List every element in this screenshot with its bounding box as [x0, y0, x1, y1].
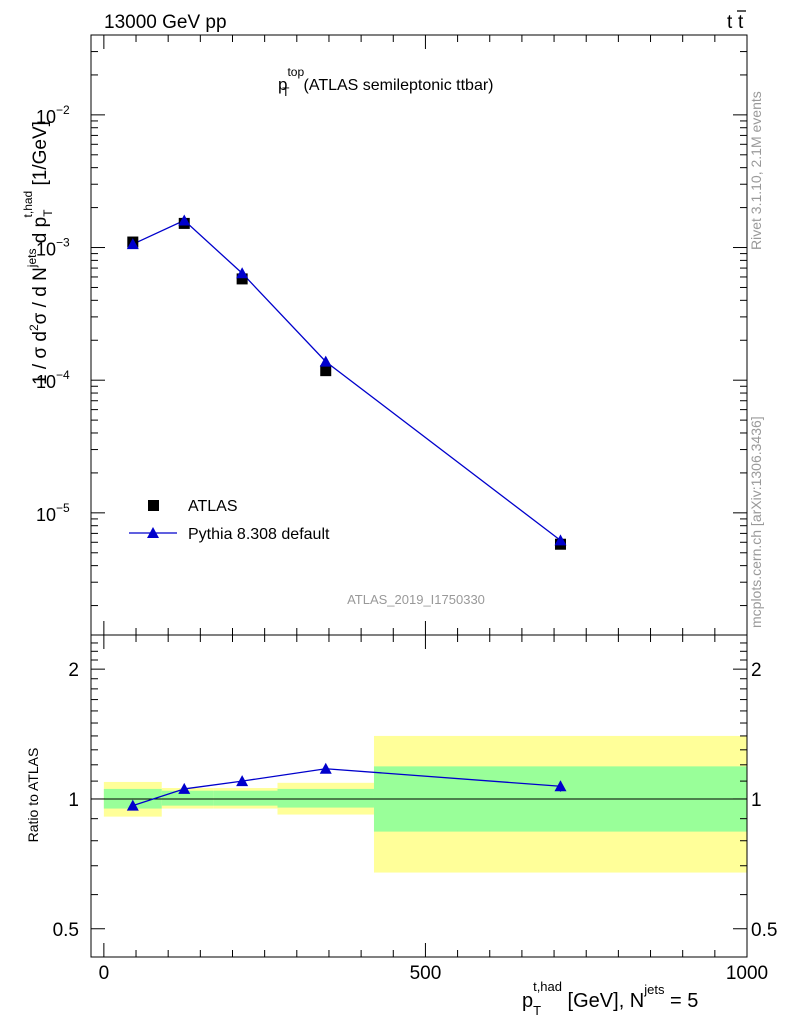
- pythia-data-point: [178, 214, 191, 226]
- pythia-data-point: [236, 267, 249, 279]
- ratio-x-ticks: [103, 635, 748, 957]
- ratio-y-tick-label: 2: [68, 660, 79, 681]
- ratio-tick-labels: 0.5 0.5 1 1 2 2 0 500 1000: [53, 660, 778, 984]
- main-y-tick-label: 10−5: [36, 501, 70, 525]
- main-y-tick-labels: 10−2 10−3 10−4 10−5: [36, 103, 70, 525]
- main-series: [126, 214, 567, 550]
- ratio-y-tick-label: 0.5: [53, 920, 79, 941]
- ratio-y-tick-label-right: 1: [751, 790, 762, 811]
- chart-title: ptop T (ATLAS semileptonic ttbar): [278, 65, 494, 99]
- ratio-series: [126, 762, 567, 811]
- process-label: t t: [727, 10, 746, 33]
- legend: ATLAS Pythia 8.308 default: [129, 498, 330, 543]
- ratio-green-band: [213, 790, 278, 806]
- x-tick-label: 0: [99, 963, 110, 984]
- atlas-data-point: [320, 365, 332, 377]
- ratio-data-point: [319, 762, 332, 774]
- ratio-y-tick-label-right: 2: [751, 660, 762, 681]
- ratio-y-tick-label-right: 0.5: [751, 920, 777, 941]
- ratio-data-point: [126, 799, 139, 811]
- ratio-y-axis-label: Ratio to ATLAS: [25, 748, 41, 843]
- ratio-bands-group: [103, 735, 747, 873]
- ratio-data-point: [178, 782, 191, 794]
- pythia-data-point: [554, 534, 567, 546]
- main-x-ticks: [103, 35, 748, 635]
- ratio-panel: 0.5 0.5 1 1 2 2 0 500 1000 Ratio to ATLAS: [25, 634, 778, 984]
- main-y-tick-label: 10−3: [36, 236, 70, 260]
- main-y-axis-label: 1 / σ d2σ / d Njets d pTt,had [1/GeV]: [21, 121, 55, 385]
- x-tick-label: 1000: [726, 963, 768, 984]
- ratio-y-ticks: [91, 642, 747, 930]
- atlas-data-point: [236, 273, 248, 285]
- pythia-data-point: [126, 238, 139, 250]
- watermark: ATLAS_2019_I1750330: [347, 592, 485, 607]
- mcplots-label: mcplots.cern.ch [arXiv:1306.3436]: [748, 416, 764, 628]
- main-y-ticks: [91, 34, 747, 607]
- legend-label-atlas: ATLAS: [188, 498, 238, 515]
- energy-label: 13000 GeV pp: [104, 12, 227, 33]
- ratio-plot-frame: [90, 634, 748, 958]
- process-tbar: t: [738, 12, 744, 33]
- main-y-tick-label: 10−4: [36, 368, 70, 392]
- main-plot-frame: [90, 34, 748, 636]
- legend-marker-pythia: [147, 527, 159, 538]
- ratio-data-point: [236, 775, 249, 787]
- ratio-green-band: [277, 788, 374, 808]
- x-tick-label: 500: [410, 963, 442, 984]
- legend-marker-atlas: [148, 500, 159, 511]
- main-y-tick-label: 10−2: [36, 103, 70, 127]
- ratio-data-point: [554, 780, 567, 792]
- process-t: t: [727, 12, 733, 33]
- rivet-label: Rivet 3.1.10, 2.1M events: [748, 91, 764, 250]
- main-panel: 10−2 10−3 10−4 10−5 ptop T (ATLAS semileptoni…: [21, 34, 748, 636]
- pythia-data-point: [319, 355, 332, 367]
- ratio-green-band: [161, 790, 214, 806]
- legend-label-pythia: Pythia 8.308 default: [188, 526, 330, 543]
- ratio-y-tick-label: 1: [68, 790, 79, 811]
- pythia-series-line: [132, 219, 561, 541]
- x-axis-label: pTt,had [GeV], Njets = 5: [522, 979, 698, 1018]
